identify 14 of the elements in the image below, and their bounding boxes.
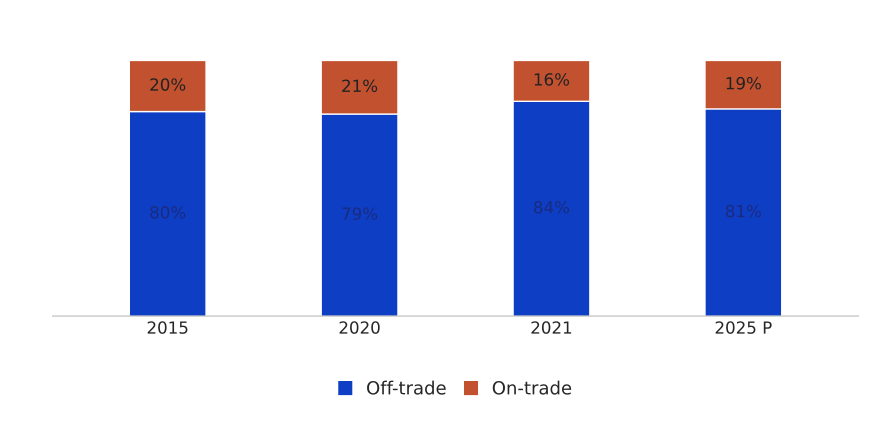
x-tick-label: 2015: [148, 321, 188, 334]
x-tick-label: 2020: [340, 321, 380, 334]
legend-label: On-trade: [492, 380, 572, 395]
x-tick-label: 2025 P: [716, 321, 772, 334]
data-label: 21%: [342, 79, 378, 92]
data-label: 19%: [726, 76, 761, 90]
data-label: 80%: [150, 206, 186, 219]
legend-label: Off-trade: [367, 380, 446, 395]
data-label: 79%: [342, 207, 378, 220]
data-label: 81%: [726, 204, 761, 218]
data-label: 84%: [534, 200, 570, 214]
x-tick-label: 2021: [531, 321, 572, 334]
data-label: 20%: [150, 78, 186, 91]
data-label: 16%: [534, 73, 570, 86]
